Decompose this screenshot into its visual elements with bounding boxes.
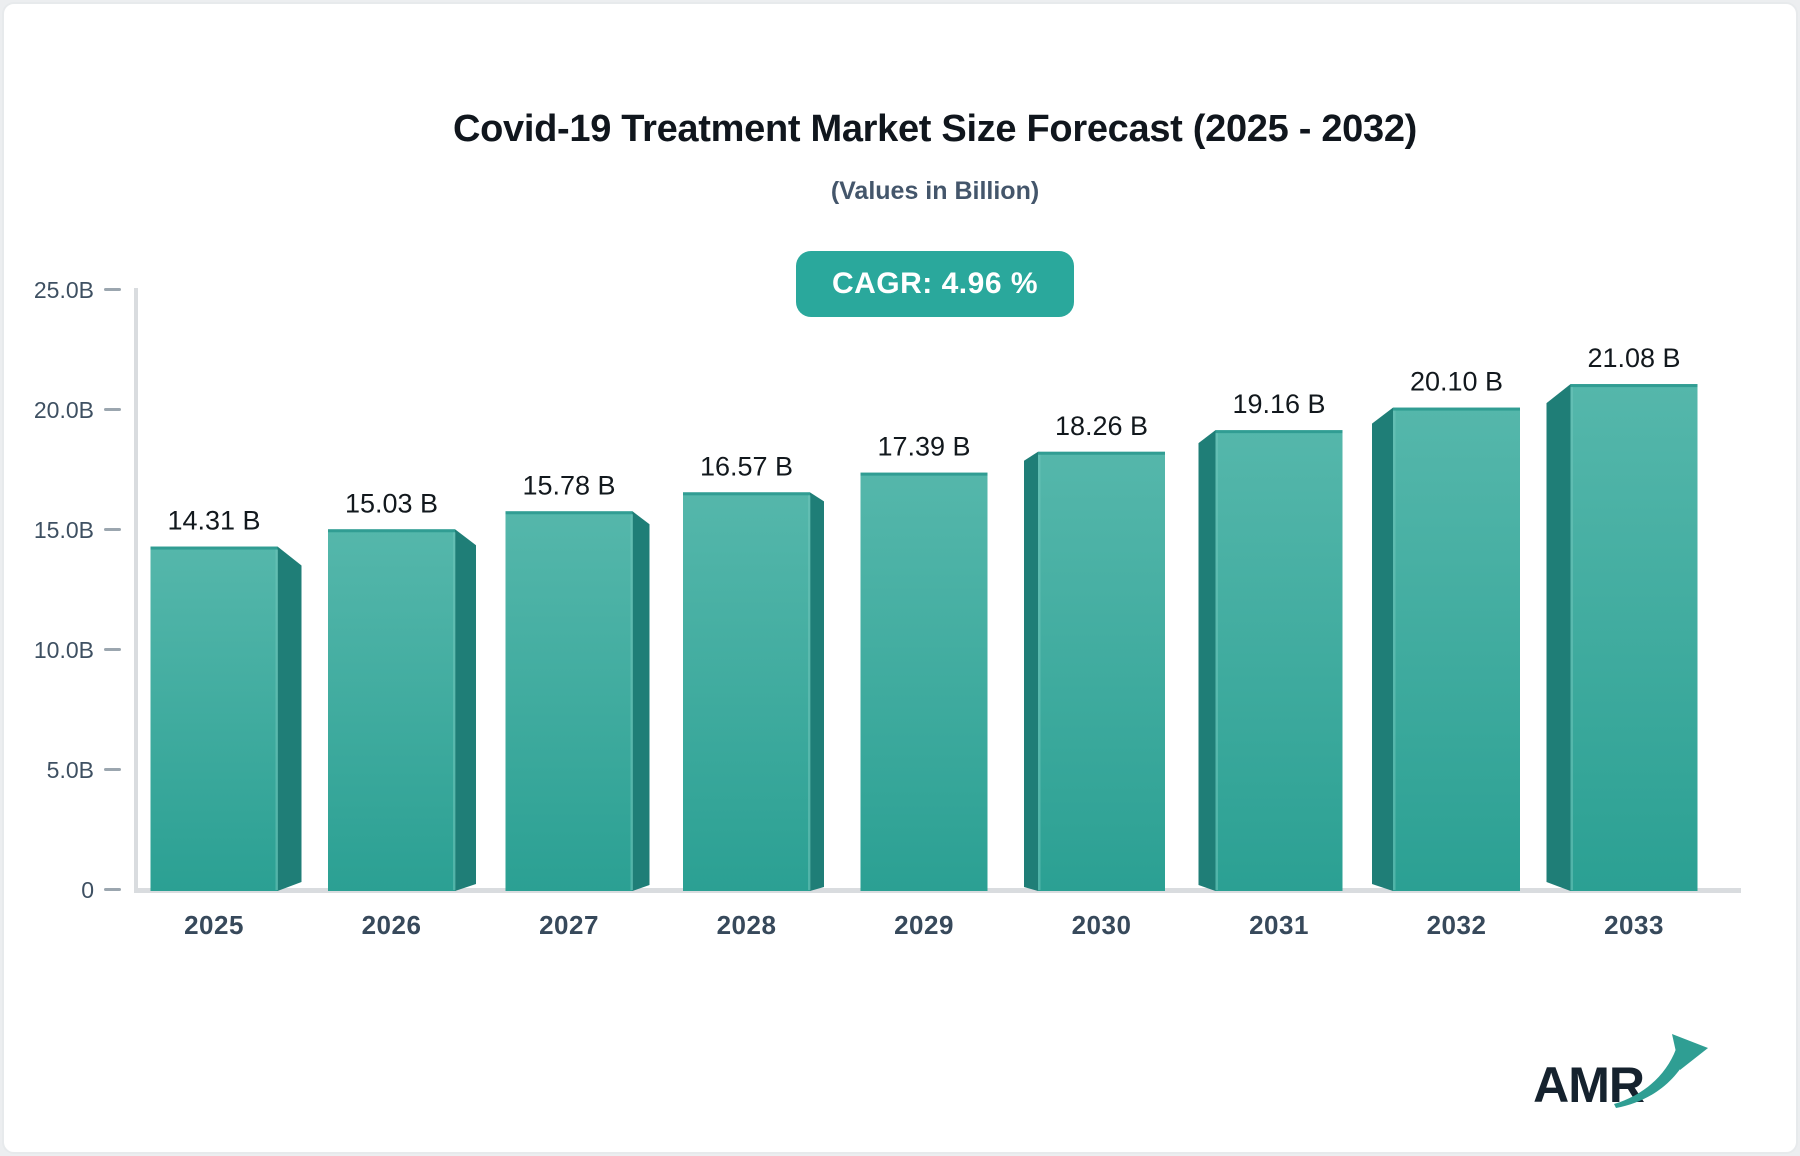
bar-2028: 16.57 B 2028 xyxy=(683,451,824,940)
bar-2026: 15.03 B 2026 xyxy=(328,488,476,940)
bar-front-face xyxy=(1038,451,1165,891)
x-tick-label: 2028 xyxy=(717,910,777,940)
y-tick-mark xyxy=(104,408,121,411)
y-tick-mark xyxy=(104,768,121,771)
bar-2033: 21.08 B 2033 xyxy=(1546,343,1698,940)
bar-value-label: 16.57 B xyxy=(700,451,793,481)
y-tick-label: 10.0B xyxy=(34,637,94,663)
y-tick-label: 20.0B xyxy=(34,397,94,423)
x-tick-label: 2025 xyxy=(184,910,244,940)
x-tick-label: 2031 xyxy=(1249,910,1309,940)
bar-front-face xyxy=(1393,407,1520,891)
bar-value-label: 21.08 B xyxy=(1587,343,1680,373)
x-tick-label: 2027 xyxy=(539,910,599,940)
y-tick-mark xyxy=(104,528,121,531)
bar-side-face xyxy=(810,492,824,891)
x-tick-label: 2032 xyxy=(1427,910,1487,940)
bar-front-face xyxy=(683,492,810,891)
bar-front-face xyxy=(1215,430,1343,891)
bar-value-label: 20.10 B xyxy=(1410,367,1503,397)
bar-side-face xyxy=(1024,451,1038,891)
bar-value-label: 17.39 B xyxy=(877,432,970,462)
bar-side-face xyxy=(632,511,650,891)
bar-value-label: 18.26 B xyxy=(1055,411,1148,441)
chart-subtitle: (Values in Billion) xyxy=(830,177,1040,205)
bar-front-face xyxy=(150,546,278,891)
bar-side-face xyxy=(1546,384,1571,891)
y-tick-label: 5.0B xyxy=(47,757,94,783)
y-tick-mark xyxy=(104,648,121,651)
x-tick-label: 2030 xyxy=(1072,910,1132,940)
x-tick-label: 2029 xyxy=(894,910,954,940)
bar-side-face xyxy=(277,546,302,891)
bar-front-face xyxy=(505,511,633,891)
bar-value-label: 14.31 B xyxy=(167,506,260,536)
bar-2029: 17.39 B 2029 xyxy=(860,432,988,940)
bar-front-face xyxy=(1570,384,1698,891)
growth-arrow-icon xyxy=(1614,1034,1708,1108)
bar-front-face xyxy=(328,529,455,891)
y-axis-line xyxy=(134,288,138,892)
bar-2025: 14.31 B 2025 xyxy=(150,506,302,940)
bar-chart: 0 5.0B 10.0B 15.0B 20.0B 25.0B 14.31 B 2025 15.0… xyxy=(34,277,1741,940)
bar-value-label: 19.16 B xyxy=(1232,389,1325,419)
bar-front-face xyxy=(860,472,988,891)
chart-header: Covid-19 Treatment Market Size Forecast … xyxy=(74,4,1796,317)
bar-2032: 20.10 B 2032 xyxy=(1372,367,1520,940)
chart-title: Covid-19 Treatment Market Size Forecast … xyxy=(452,108,1418,150)
x-tick-label: 2033 xyxy=(1604,910,1664,940)
bar-side-face xyxy=(455,529,476,891)
bar-2027: 15.78 B 2027 xyxy=(505,470,650,940)
bar-side-face xyxy=(1372,407,1393,891)
y-tick-label: 0 xyxy=(81,877,94,903)
y-tick-label: 25.0B xyxy=(34,277,94,303)
bar-value-label: 15.03 B xyxy=(345,488,438,518)
amr-logo: AMR xyxy=(1533,1028,1710,1110)
y-tick-mark xyxy=(104,288,121,291)
x-tick-label: 2026 xyxy=(362,910,422,940)
bar-2030: 18.26 B 2030 xyxy=(1024,411,1165,940)
y-tick-label: 15.0B xyxy=(34,517,94,543)
cagr-badge: CAGR: 4.96 % xyxy=(795,251,1075,317)
bar-value-label: 15.78 B xyxy=(522,470,615,500)
y-tick-mark xyxy=(104,888,121,891)
bar-2031: 19.16 B 2031 xyxy=(1198,389,1343,940)
bar-side-face xyxy=(1198,430,1216,891)
